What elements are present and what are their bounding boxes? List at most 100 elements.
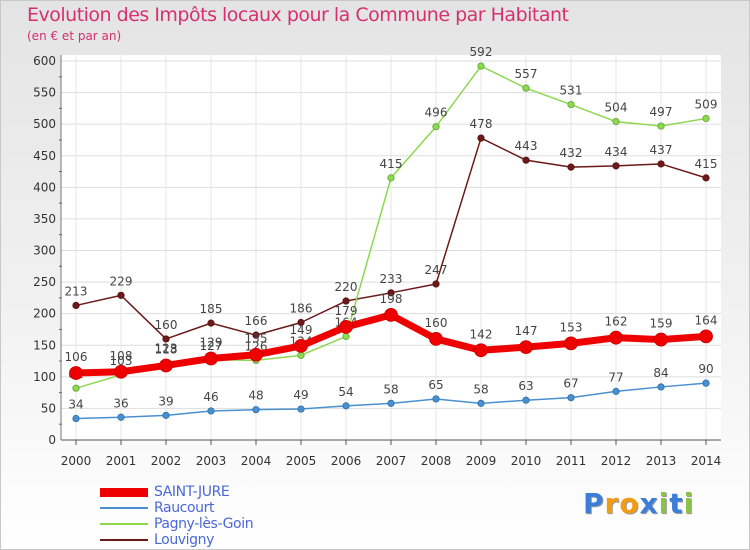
data-label-raucourt: 77 (608, 370, 623, 384)
data-label-pagny-les-goin: 531 (560, 84, 583, 98)
data-point-raucourt (252, 406, 260, 414)
data-label-raucourt: 46 (203, 390, 218, 404)
data-point-pagny-les-goin (432, 123, 440, 131)
data-point-pagny-les-goin (387, 174, 395, 182)
legend-swatch-louvigny (100, 539, 148, 541)
data-point-pagny-les-goin (72, 384, 80, 392)
data-label-raucourt: 84 (653, 366, 668, 380)
data-label-raucourt: 67 (563, 377, 578, 391)
data-point-louvigny (342, 297, 350, 305)
data-label-louvigny: 186 (290, 302, 313, 316)
y-tick-label: 500 (33, 117, 56, 131)
data-point-saint-jure (249, 347, 263, 362)
x-tick-label: 2000 (61, 454, 92, 468)
data-label-raucourt: 90 (698, 362, 713, 376)
legend-label-saint-jure: SAINT-JURE (154, 484, 230, 500)
data-point-louvigny (657, 160, 665, 168)
data-point-raucourt (207, 407, 215, 415)
data-label-louvigny: 213 (65, 284, 88, 298)
data-point-pagny-les-goin (297, 351, 305, 359)
data-label-louvigny: 229 (110, 274, 133, 288)
data-point-louvigny (432, 280, 440, 288)
chart-title: Evolution des Impôts locaux pour la Comm… (27, 4, 569, 26)
data-label-saint-jure: 162 (605, 315, 628, 329)
logo-letter: P (583, 487, 605, 520)
y-tick-label: 400 (33, 180, 56, 194)
x-tick-label: 2001 (106, 454, 137, 468)
data-point-saint-jure (294, 338, 308, 353)
data-point-louvigny (612, 162, 620, 170)
logo-letter: x (639, 487, 659, 520)
legend-item-pagny-les-goin: Pagny-lès-Goin (100, 516, 300, 532)
data-label-raucourt: 39 (158, 394, 173, 408)
data-point-saint-jure (519, 340, 533, 355)
data-label-louvigny: 478 (470, 117, 493, 131)
data-label-louvigny: 415 (695, 157, 718, 171)
data-point-raucourt (657, 383, 665, 391)
y-tick-label: 250 (33, 275, 56, 289)
proxiti-logo: Proxiti (583, 487, 694, 520)
data-label-raucourt: 65 (428, 378, 443, 392)
data-label-saint-jure: 160 (425, 316, 448, 330)
data-label-saint-jure: 147 (515, 324, 538, 338)
data-point-raucourt (477, 399, 485, 407)
data-label-saint-jure: 153 (560, 320, 583, 334)
data-label-saint-jure: 129 (200, 336, 223, 350)
y-tick-label: 50 (41, 401, 56, 415)
data-point-saint-jure (474, 343, 488, 358)
data-point-raucourt (432, 395, 440, 403)
data-label-raucourt: 48 (248, 389, 263, 403)
logo-letter: r (604, 487, 620, 520)
data-label-raucourt: 36 (113, 396, 128, 410)
data-point-saint-jure (159, 358, 173, 373)
data-point-raucourt (72, 414, 80, 423)
data-label-pagny-les-goin: 415 (380, 157, 403, 171)
chart-subtitle: (en € et par an) (27, 29, 122, 43)
data-point-saint-jure (609, 330, 623, 345)
data-label-louvigny: 220 (335, 280, 358, 294)
data-point-louvigny (522, 156, 530, 164)
y-tick-label: 200 (33, 307, 56, 321)
data-label-raucourt: 34 (68, 398, 83, 412)
x-tick-label: 2013 (646, 454, 677, 468)
y-tick-label: 550 (33, 86, 56, 100)
logo-letter: i (658, 487, 670, 520)
data-label-pagny-les-goin: 557 (515, 67, 538, 81)
data-point-raucourt (702, 379, 710, 387)
data-point-saint-jure (699, 329, 713, 344)
legend-label-louvigny: Louvigny (154, 532, 215, 548)
data-point-raucourt (522, 396, 530, 404)
data-label-raucourt: 49 (293, 388, 308, 402)
data-label-saint-jure: 106 (65, 350, 88, 364)
y-tick-label: 150 (33, 338, 56, 352)
data-label-raucourt: 54 (338, 385, 353, 399)
data-point-saint-jure (654, 332, 668, 347)
data-label-pagny-les-goin: 497 (650, 105, 673, 119)
data-label-saint-jure: 118 (155, 342, 178, 356)
data-point-louvigny (162, 335, 170, 343)
x-tick-label: 2005 (286, 454, 317, 468)
data-label-saint-jure: 198 (380, 292, 403, 306)
x-tick-label: 2010 (511, 454, 542, 468)
legend-item-louvigny: Louvigny (100, 532, 300, 548)
x-tick-label: 2008 (421, 454, 452, 468)
x-tick-label: 2004 (241, 454, 272, 468)
data-point-saint-jure (204, 351, 218, 366)
data-label-saint-jure: 179 (335, 304, 358, 318)
y-tick-label: 600 (33, 54, 56, 68)
data-label-louvigny: 247 (425, 263, 448, 277)
data-label-louvigny: 434 (605, 145, 628, 159)
data-point-raucourt (162, 411, 170, 419)
data-label-saint-jure: 164 (695, 313, 718, 327)
data-point-pagny-les-goin (477, 62, 485, 70)
data-point-raucourt (297, 405, 305, 413)
data-point-pagny-les-goin (657, 122, 665, 130)
data-label-louvigny: 160 (155, 318, 178, 332)
data-label-pagny-les-goin: 592 (470, 45, 493, 59)
line-chart: 0 50 100 150 200 250 300 350 400 450 500 550 600 2000… (33, 45, 721, 468)
data-point-louvigny (117, 291, 125, 299)
data-point-raucourt (117, 413, 125, 421)
data-label-saint-jure: 142 (470, 327, 493, 341)
legend-swatch-raucourt (100, 507, 148, 509)
data-point-saint-jure (114, 364, 128, 379)
